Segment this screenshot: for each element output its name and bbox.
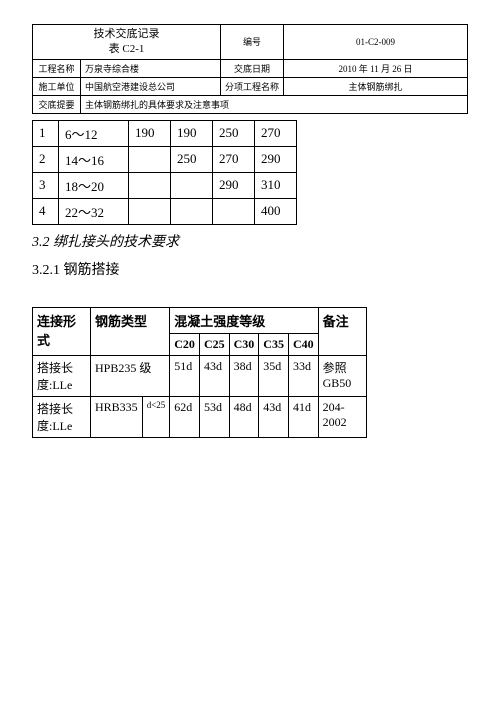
- cell: 4: [33, 198, 59, 224]
- cell: 250: [171, 146, 213, 172]
- table-row: 搭接长度:LLeHRB335d<2562d53d48d43d41d204-200…: [33, 396, 367, 437]
- splice-table: 连接形式 钢筋类型 混凝土强度等级 备注 C20 C25 C30 C35 C40…: [32, 307, 367, 438]
- subproj-label: 分项工程名称: [221, 77, 284, 95]
- header-title-1: 技术交底记录: [37, 27, 216, 42]
- cell: 38d: [229, 355, 259, 396]
- cell: 参照GB50: [318, 355, 366, 396]
- date-label: 交底日期: [221, 59, 284, 77]
- cell: 270: [213, 146, 255, 172]
- cell: 43d: [199, 355, 229, 396]
- cell: HPB235 级: [91, 355, 170, 396]
- code-value: 01-C2-009: [284, 25, 468, 60]
- cell: 48d: [229, 396, 259, 437]
- cell: 290: [255, 146, 297, 172]
- cell: 51d: [170, 355, 200, 396]
- cell: 2: [33, 146, 59, 172]
- spacing-table: 16～12190190250270214～16250270290318～2029…: [32, 120, 297, 225]
- cell: 204-2002: [318, 396, 366, 437]
- proj-name-value: 万泉寺综合楼: [81, 59, 221, 77]
- table-row: 422～32 400: [33, 198, 297, 224]
- grade-c30: C30: [229, 333, 259, 355]
- cell: 搭接长度:LLe: [33, 355, 91, 396]
- grade-c25: C25: [199, 333, 229, 355]
- cell: 190: [129, 120, 171, 146]
- unit-value: 中国航空港建设总公司: [81, 77, 221, 95]
- grade-c35: C35: [259, 333, 289, 355]
- cell: 270: [255, 120, 297, 146]
- section-3-2-1: 3.2.1 钢筋搭接: [32, 259, 468, 279]
- cell: d<25: [142, 396, 170, 437]
- record-header: 技术交底记录 表 C2-1 编号 01-C2-009 工程名称 万泉寺综合楼 交…: [32, 24, 468, 114]
- col-note: 备注: [318, 307, 366, 355]
- section-3-2: 3.2 绑扎接头的技术要求: [32, 231, 468, 251]
- cell: [171, 198, 213, 224]
- cell: 35d: [259, 355, 289, 396]
- cell: 33d: [288, 355, 318, 396]
- cell: 190: [171, 120, 213, 146]
- cell: 43d: [259, 396, 289, 437]
- cell: 6～12: [59, 120, 129, 146]
- cell: [171, 172, 213, 198]
- cell: 62d: [170, 396, 200, 437]
- table-row: 搭接长度:LLeHPB235 级51d43d38d35d33d参照GB50: [33, 355, 367, 396]
- table-row: 16～12190190250270: [33, 120, 297, 146]
- cell: 18～20: [59, 172, 129, 198]
- cell: 14～16: [59, 146, 129, 172]
- date-value: 2010 年 11 月 26 日: [284, 59, 468, 77]
- cell: 290: [213, 172, 255, 198]
- cell: 400: [255, 198, 297, 224]
- grade-c20: C20: [170, 333, 200, 355]
- subproj-value: 主体钢筋绑扎: [284, 77, 468, 95]
- cell: 250: [213, 120, 255, 146]
- cell: [129, 146, 171, 172]
- code-label: 编号: [221, 25, 284, 60]
- splice-tbody: 搭接长度:LLeHPB235 级51d43d38d35d33d参照GB50搭接长…: [33, 355, 367, 437]
- header-title-2: 表 C2-1: [37, 42, 216, 57]
- cell: 53d: [199, 396, 229, 437]
- cell: 3: [33, 172, 59, 198]
- cell: [129, 198, 171, 224]
- cell: HRB335: [91, 396, 143, 437]
- cell: 22～32: [59, 198, 129, 224]
- cell: [129, 172, 171, 198]
- cell: 310: [255, 172, 297, 198]
- grade-c40: C40: [288, 333, 318, 355]
- summary-label: 交底提要: [33, 95, 81, 113]
- cell: 1: [33, 120, 59, 146]
- proj-name-label: 工程名称: [33, 59, 81, 77]
- table-row: 318～20 290310: [33, 172, 297, 198]
- cell: [213, 198, 255, 224]
- summary-value: 主体钢筋绑扎的具体要求及注意事项: [81, 95, 468, 113]
- table-row: 214～16 250270290: [33, 146, 297, 172]
- col-type: 钢筋类型: [91, 307, 170, 355]
- col-grade: 混凝土强度等级: [170, 307, 318, 333]
- unit-label: 施工单位: [33, 77, 81, 95]
- cell: 41d: [288, 396, 318, 437]
- spacing-tbody: 16～12190190250270214～16250270290318～2029…: [33, 120, 297, 224]
- col-conn: 连接形式: [33, 307, 91, 355]
- cell: 搭接长度:LLe: [33, 396, 91, 437]
